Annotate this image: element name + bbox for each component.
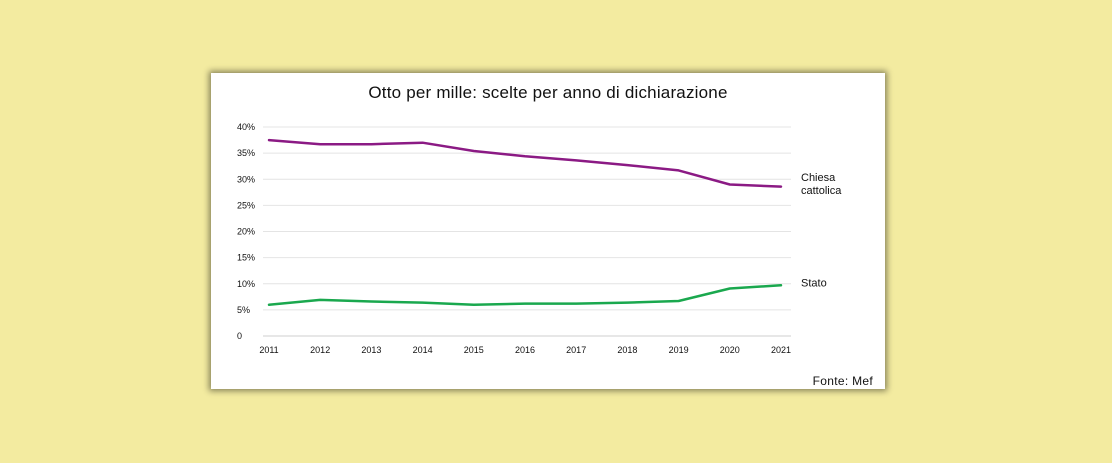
series-layer <box>267 138 783 306</box>
y-tick-label: 35% <box>237 148 255 158</box>
y-axis: 0 5% 10% 15% 20% 25% 30% 35% 40% <box>237 122 255 341</box>
chart-title: Otto per mille: scelte per anno di dichi… <box>368 83 728 102</box>
y-tick-label: 5% <box>237 305 250 315</box>
y-tick-label: 40% <box>237 122 255 132</box>
series-line <box>267 284 783 306</box>
series-line <box>267 138 783 188</box>
series-label: cattolica <box>801 185 842 197</box>
y-tick-label: 20% <box>237 227 255 237</box>
source-note: Fonte: Mef <box>812 374 873 388</box>
x-tick-label: 2012 <box>310 345 330 355</box>
x-tick-label: 2021 <box>771 345 791 355</box>
x-tick-label: 2017 <box>566 345 586 355</box>
y-tick-label: 30% <box>237 174 255 184</box>
x-tick-label: 2011 <box>259 345 278 355</box>
x-tick-label: 2013 <box>361 345 381 355</box>
y-tick-label: 25% <box>237 200 255 210</box>
y-tick-label: 10% <box>237 279 255 289</box>
line-chart: 05%10%15%20%25%30%35%40% 2011 2012 2013 201… <box>237 122 842 355</box>
x-tick-label: 2020 <box>720 345 740 355</box>
series-label: Chiesa <box>801 172 836 184</box>
x-tick-label: 2014 <box>413 345 433 355</box>
x-tick-label: 2018 <box>617 345 637 355</box>
y-tick-label: 0 <box>237 331 242 341</box>
grid-layer <box>263 126 791 337</box>
x-tick-label: 2019 <box>669 345 689 355</box>
y-tick-label: 15% <box>237 253 255 263</box>
x-tick-label: 2016 <box>515 345 535 355</box>
series-label: Stato <box>801 277 827 289</box>
x-axis: 2011 2012 2013 2014 2015 2016 2017 2018 2019 2020… <box>259 345 791 355</box>
chart-card: Otto per mille: scelte per anno di dichi… <box>211 73 885 389</box>
x-tick-label: 2015 <box>464 345 484 355</box>
